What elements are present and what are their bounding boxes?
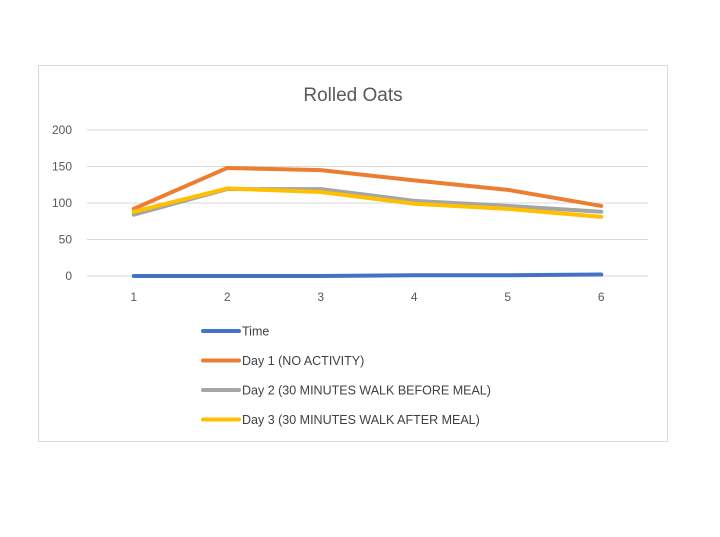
y-tick-label: 100 <box>52 196 72 210</box>
series-2 <box>131 165 604 211</box>
legend-item: Day 2 (30 MINUTES WALK BEFORE MEAL) <box>201 384 491 398</box>
data-point <box>412 273 416 277</box>
data-point <box>132 213 136 217</box>
data-point <box>412 178 416 182</box>
data-point <box>599 210 603 214</box>
data-point <box>319 168 323 172</box>
data-point <box>225 274 229 278</box>
chart-title: Rolled Oats <box>303 85 402 106</box>
data-point <box>319 274 323 278</box>
data-point <box>319 190 323 194</box>
series-lines <box>131 165 604 278</box>
series-line <box>131 165 604 211</box>
chart-area <box>38 65 668 442</box>
legend-item: Day 3 (30 MINUTES WALK AFTER MEAL) <box>201 413 480 427</box>
x-tick-label: 1 <box>130 290 137 304</box>
data-point <box>225 186 229 190</box>
y-tick-label: 50 <box>59 233 73 247</box>
data-point <box>506 273 510 277</box>
x-tick-label: 4 <box>411 290 418 304</box>
data-point <box>599 215 603 219</box>
series-line <box>131 272 604 278</box>
legend-label: Day 2 (30 MINUTES WALK BEFORE MEAL) <box>242 384 491 398</box>
x-tick-label: 3 <box>317 290 324 304</box>
legend-item: Day 1 (NO ACTIVITY) <box>201 354 364 368</box>
legend: Time Day 1 (NO ACTIVITY) Day 2 (30 MINUTES… <box>201 325 491 427</box>
y-tick-label: 0 <box>65 269 72 283</box>
legend-item: Time <box>201 325 269 339</box>
data-point <box>132 274 136 278</box>
data-point <box>506 204 510 208</box>
y-axis-ticks: 0 50 100 150 200 <box>52 123 72 283</box>
data-point <box>412 202 416 206</box>
x-axis-ticks: 1 2 3 4 5 6 <box>130 290 605 304</box>
data-point <box>506 207 510 211</box>
data-point <box>599 204 603 208</box>
legend-label: Day 1 (NO ACTIVITY) <box>242 354 364 368</box>
data-point <box>599 273 603 277</box>
data-point <box>132 210 136 214</box>
y-tick-label: 150 <box>52 160 72 174</box>
x-tick-label: 6 <box>598 290 605 304</box>
x-tick-label: 2 <box>224 290 231 304</box>
y-tick-label: 200 <box>52 123 72 137</box>
data-point <box>225 166 229 170</box>
legend-label: Time <box>242 325 269 339</box>
data-point <box>506 188 510 192</box>
series-line <box>131 186 604 219</box>
x-tick-label: 5 <box>504 290 511 304</box>
series-4 <box>131 186 604 219</box>
data-point <box>319 187 323 191</box>
legend-label: Day 3 (30 MINUTES WALK AFTER MEAL) <box>242 413 480 427</box>
series-1 <box>131 272 604 278</box>
data-point <box>412 199 416 203</box>
